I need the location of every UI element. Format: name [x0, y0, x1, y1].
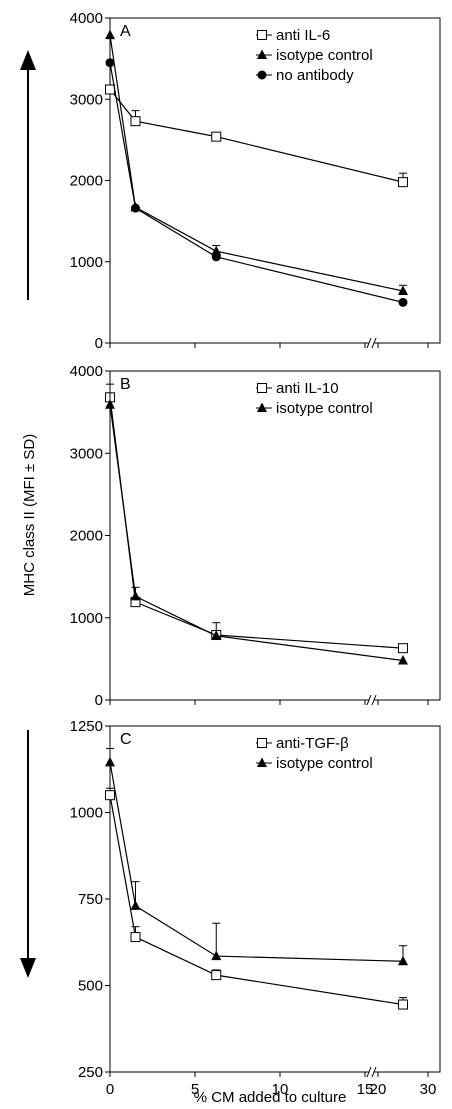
data-point	[398, 285, 408, 295]
axis-break-mark	[371, 694, 377, 706]
y-tick-label: 250	[78, 1064, 103, 1081]
series-2	[105, 29, 408, 295]
legend-marker	[257, 383, 267, 393]
legend-marker	[257, 402, 267, 412]
y-tick-label: 0	[95, 335, 103, 352]
x-tick-label: 20	[370, 1081, 387, 1098]
legend-label: isotype control	[276, 47, 373, 64]
legend-marker	[257, 70, 267, 80]
x-tick-label: 30	[420, 1081, 437, 1098]
series-line	[109, 397, 404, 649]
data-point	[398, 177, 408, 188]
data-point	[130, 932, 141, 943]
axis-break-mark	[371, 337, 377, 349]
y-tick-label: 1000	[70, 610, 103, 627]
data-point	[398, 999, 408, 1010]
data-point	[211, 630, 222, 640]
data-point	[105, 84, 115, 95]
axis-break-gap	[369, 340, 374, 346]
y-tick-label: 1000	[70, 805, 103, 822]
panel-a: 0 1000 2000 3000 4000 A anti IL-6 isotype contr…	[70, 10, 441, 352]
data-point	[398, 955, 408, 966]
axis-break-gap	[369, 1069, 374, 1075]
legend-marker	[257, 30, 267, 40]
legend-marker	[257, 757, 267, 767]
y-tick-label: 4000	[70, 10, 103, 27]
y-tick-label: 2000	[70, 173, 103, 190]
axis-break-mark	[366, 1066, 372, 1078]
data-point	[398, 655, 408, 665]
data-point	[211, 252, 221, 262]
legend-marker	[257, 49, 267, 59]
series-3	[105, 58, 408, 307]
panel-label: A	[120, 23, 131, 40]
data-point	[105, 399, 115, 409]
series-1	[105, 84, 408, 188]
y-tick-label: 4000	[70, 363, 103, 380]
legend-label: anti IL-6	[276, 27, 330, 44]
plot-frame	[109, 370, 441, 701]
x-axis-label: % CM added to culture	[194, 1089, 347, 1106]
data-point	[130, 590, 141, 601]
y-tick-label: 3000	[70, 445, 103, 462]
series-line	[109, 795, 404, 1006]
axis-break-mark	[371, 1066, 377, 1078]
data-point	[105, 58, 115, 68]
data-point	[105, 756, 115, 767]
x-tick-label: 15	[357, 1081, 374, 1098]
plot-frame	[109, 725, 441, 1073]
series-1	[105, 392, 408, 654]
axis-break-mark	[366, 694, 372, 706]
data-point	[398, 643, 408, 654]
y-tick-label: 1250	[70, 718, 103, 735]
y-tick-label: 750	[78, 891, 103, 908]
legend-label: no antibody	[276, 67, 354, 84]
legend-label: isotype control	[276, 755, 373, 772]
data-point	[398, 297, 408, 307]
data-point	[211, 950, 222, 961]
panel-b: 0 1000 2000 3000 4000 B anti IL-10 isotype cont…	[70, 363, 441, 709]
data-point	[130, 900, 141, 910]
x-tick-label: 0	[106, 1081, 114, 1098]
series-line	[109, 62, 404, 303]
data-point	[131, 203, 140, 213]
y-tick-label: 3000	[70, 91, 103, 108]
series-2	[105, 747, 408, 966]
plot-frame	[109, 17, 441, 344]
panel-c: 250 500 750 1000 1250 C anti-TGF-β isotype cont…	[70, 718, 441, 1081]
data-point	[211, 970, 222, 981]
x-tick-label: 10	[272, 1081, 289, 1098]
data-point	[211, 245, 222, 256]
y-tick-label: 2000	[70, 528, 103, 545]
series-line	[109, 404, 404, 662]
series-2	[105, 383, 408, 665]
y-axis-label: MHC class II (MFI ± SD)	[21, 434, 38, 596]
legend-marker	[257, 738, 267, 748]
legend-label: anti IL-10	[276, 380, 339, 397]
y-tick-label: 1000	[70, 254, 103, 271]
axis-break-gap	[369, 697, 374, 703]
legend-label: anti-TGF-β	[276, 735, 349, 752]
axis-break-mark	[366, 337, 372, 349]
series-1	[105, 787, 408, 1010]
data-point	[130, 116, 141, 127]
data-point	[105, 29, 115, 40]
y-tick-label: 0	[95, 692, 103, 709]
x-tick-label: 5	[191, 1081, 199, 1098]
y-tick-label: 500	[78, 978, 103, 995]
y-axis-label-group: MHC class II (MFI ± SD)	[20, 50, 38, 978]
series-line	[109, 89, 404, 183]
panel-label: C	[120, 731, 132, 748]
panel-label: B	[120, 376, 131, 393]
data-point	[105, 790, 115, 801]
up-arrowhead-icon	[20, 50, 36, 70]
down-arrowhead-icon	[20, 958, 36, 978]
series-line	[109, 762, 404, 962]
series-line	[109, 34, 404, 292]
data-point	[211, 131, 222, 142]
legend-label: isotype control	[276, 400, 373, 417]
